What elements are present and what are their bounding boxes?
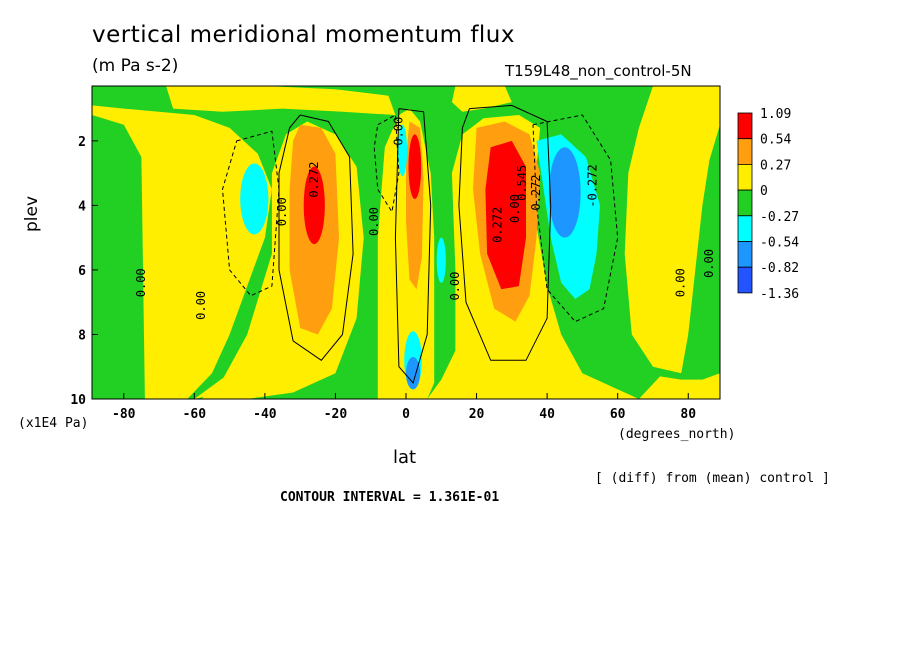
region-positive-nh-highlat	[624, 86, 720, 374]
contour-label: 0.272	[307, 162, 321, 198]
min-eq-cyan-top	[397, 124, 408, 177]
legend-label: -1.36	[760, 287, 799, 302]
contour-label: 0.272	[490, 207, 504, 243]
contour-interval: CONTOUR INTERVAL = 1.361E-01	[280, 490, 500, 505]
contour-label: -0.272	[586, 164, 600, 207]
y-axis-units: (x1E4 Pa)	[18, 416, 89, 431]
legend-swatch	[737, 138, 753, 165]
y-tick-label: 8	[78, 328, 86, 343]
legend-swatch	[737, 266, 753, 294]
diff-note: [ (diff) from (mean) control ]	[595, 471, 830, 486]
legend-label: -0.27	[760, 210, 799, 225]
legend-swatch	[737, 189, 753, 217]
y-tick-label: 6	[78, 264, 86, 279]
x-tick-label: -80	[112, 407, 136, 422]
max-nh-red	[485, 140, 526, 290]
legend-swatch	[737, 163, 753, 191]
contour-label: 0.00	[134, 268, 148, 297]
legend-swatch	[737, 215, 753, 242]
x-tick-label: -40	[253, 407, 277, 422]
min-eq-low-blue	[406, 357, 421, 390]
max-sh-red	[303, 166, 325, 245]
x-tick-label: -20	[324, 407, 348, 422]
contour-label: 0.00	[275, 197, 289, 226]
min-nh-blue	[548, 147, 581, 238]
legend-swatch	[737, 112, 753, 140]
contour-label: 0.00	[367, 207, 381, 236]
legend-swatch	[737, 241, 753, 268]
x-tick-label: 0	[402, 407, 410, 422]
legend-label: -0.54	[760, 236, 799, 251]
contour-nh-neg	[532, 114, 619, 323]
run-label: T159L48_non_control-5N	[505, 62, 692, 80]
contour-label: 0.00	[448, 272, 462, 301]
contour-sh-neg	[221, 130, 280, 297]
x-tick-label: 80	[680, 407, 696, 422]
x-axis-units: (degrees_north)	[618, 427, 736, 442]
legend-label: -0.82	[760, 261, 799, 276]
contour-label: 0.00	[194, 291, 208, 320]
x-tick-label: -60	[183, 407, 207, 422]
min-sh-cyan	[240, 163, 269, 235]
y-tick-label: 10	[70, 393, 86, 408]
x-tick-label: 40	[539, 407, 555, 422]
contour-label: 0.272	[529, 174, 543, 210]
contour-sh-pos	[278, 114, 354, 361]
chart-title: vertical meridional momentum flux	[92, 22, 515, 48]
axis-ticks: -80 -60 -40 -20 0 20 40 60 80 2 4 6 8 10	[70, 135, 696, 422]
y-tick-label: 2	[78, 135, 86, 150]
min-eq-cyan	[436, 237, 446, 283]
region-positive-top	[166, 86, 396, 115]
x-tick-label: 20	[469, 407, 485, 422]
legend-label: 1.09	[760, 107, 791, 122]
chart-units: (m Pa s-2)	[92, 56, 179, 76]
contour-eq-pos	[394, 108, 432, 384]
legend: 1.09 0.54 0.27 0 -0.27 -0.54 -0.82 -1.36	[737, 107, 799, 302]
contour-label: 0.00	[674, 268, 688, 297]
contour-nh-pos	[458, 104, 552, 361]
region-positive-sh-highlat	[92, 105, 272, 399]
y-tick-label: 4	[78, 199, 86, 214]
legend-label: 0	[760, 184, 768, 199]
contour-label: 0.00	[702, 249, 716, 278]
contour-label: 0.00	[508, 194, 522, 223]
x-axis-label: lat	[393, 447, 417, 468]
region-positive-top-nh	[451, 86, 512, 112]
legend-label: 0.54	[760, 133, 791, 148]
contour-label: 0.545	[515, 165, 529, 201]
x-tick-label: 60	[610, 407, 626, 422]
contour-label: 0.00	[391, 117, 405, 146]
max-eq-red	[408, 134, 422, 199]
legend-label: 0.27	[760, 158, 791, 173]
